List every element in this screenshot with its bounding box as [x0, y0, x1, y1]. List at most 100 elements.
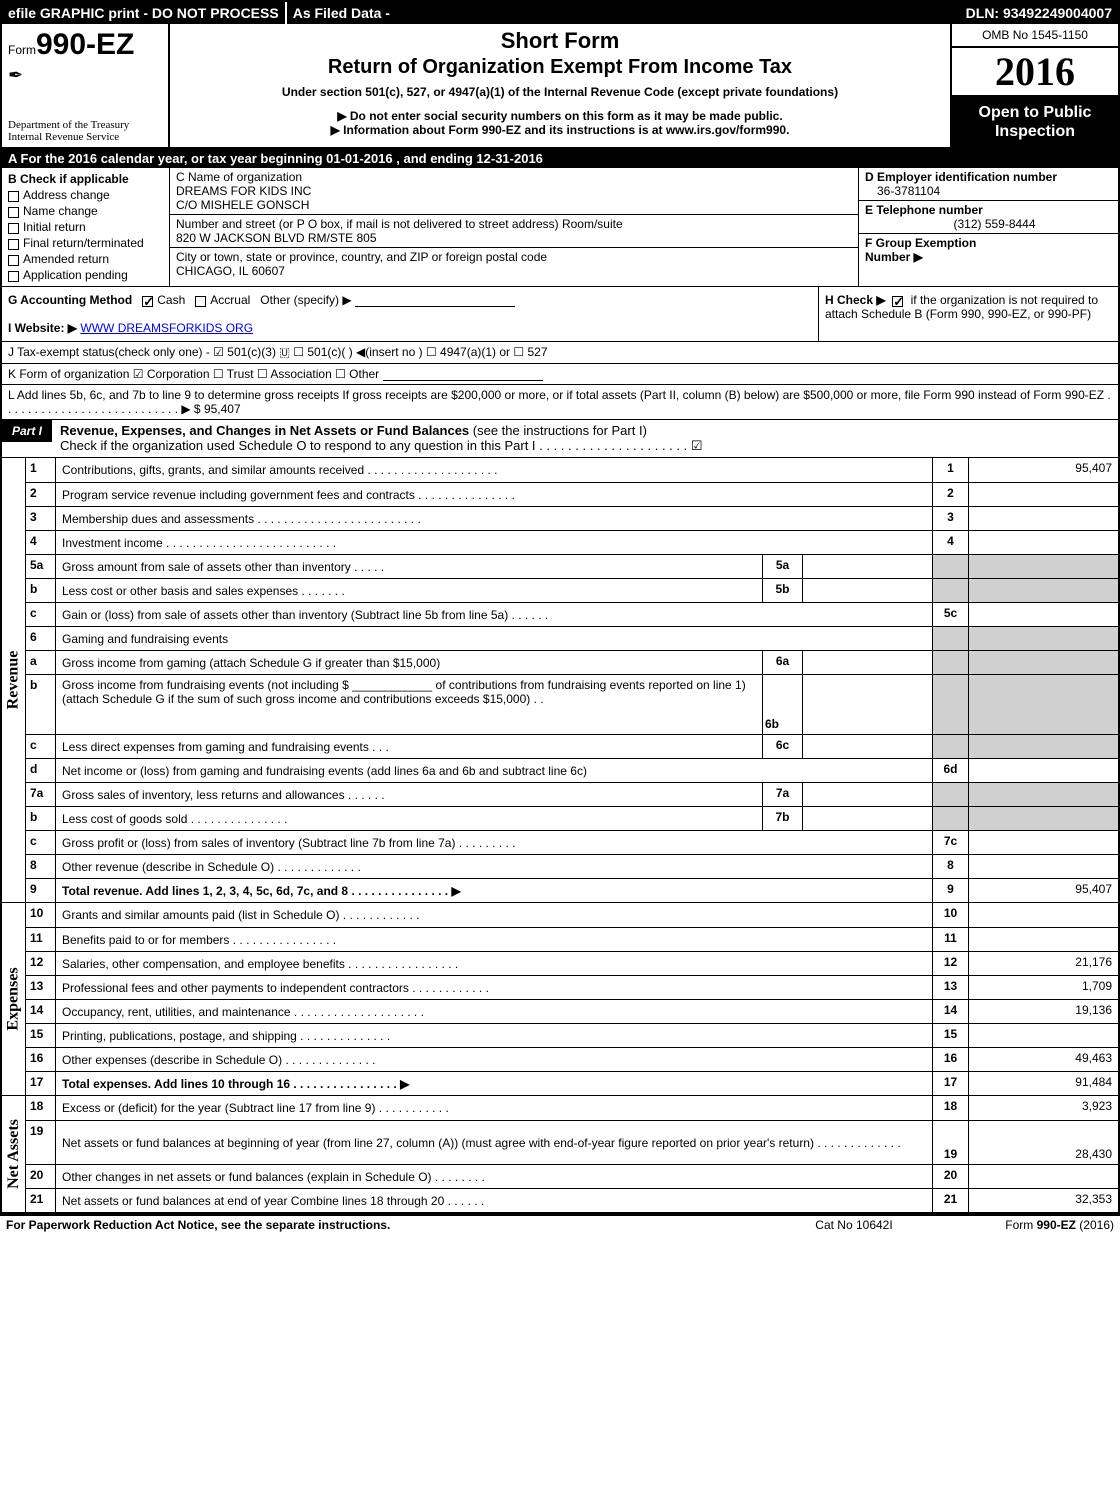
org-addr: 820 W JACKSON BLVD RM/STE 805: [176, 231, 852, 245]
line-17-value: 91,484: [968, 1072, 1118, 1095]
addr-label: Number and street (or P O box, if mail i…: [176, 217, 852, 231]
net-assets-section: Net Assets 18 Excess or (deficit) for th…: [2, 1096, 1118, 1214]
line-13-value: 1,709: [968, 976, 1118, 999]
dln-label: DLN: 93492249004007: [960, 5, 1118, 21]
section-b-header: B Check if applicable: [8, 172, 163, 186]
line-6a: a Gross income from gaming (attach Sched…: [26, 650, 1118, 674]
line-6: 6 Gaming and fundraising events: [26, 626, 1118, 650]
part-check-line: Check if the organization used Schedule …: [60, 438, 1110, 454]
line-9: 9 Total revenue. Add lines 1, 2, 3, 4, 5…: [26, 878, 1118, 902]
line-20: 20 Other changes in net assets or fund b…: [26, 1164, 1118, 1188]
revenue-section: Revenue 1 Contributions, gifts, grants, …: [2, 458, 1118, 903]
other-org-line[interactable]: [383, 367, 543, 381]
f-label: F Group Exemption Number ▶: [865, 236, 1112, 264]
line-7c-value: [968, 831, 1118, 854]
line-11: 11 Benefits paid to or for members . . .…: [26, 927, 1118, 951]
line-19-value: 28,430: [968, 1121, 1118, 1164]
line-6a-value: [802, 651, 932, 674]
line-7b: b Less cost of goods sold . . . . . . . …: [26, 806, 1118, 830]
website-link[interactable]: WWW DREAMSFORKIDS ORG: [80, 321, 253, 335]
checkbox-name-change[interactable]: [8, 207, 19, 218]
info-link[interactable]: ▶ Information about Form 990-EZ and its …: [178, 123, 942, 137]
top-bar: efile GRAPHIC print - DO NOT PROCESS As …: [2, 2, 1118, 24]
line-18: 18 Excess or (deficit) for the year (Sub…: [26, 1096, 1118, 1120]
line-18-value: 3,923: [968, 1096, 1118, 1120]
line-13: 13 Professional fees and other payments …: [26, 975, 1118, 999]
treasury-seal-icon: ✒: [8, 65, 162, 86]
line-16-value: 49,463: [968, 1048, 1118, 1071]
omb-number: OMB No 1545-1150: [952, 24, 1118, 48]
line-1-value: 95,407: [968, 458, 1118, 482]
g-label: G Accounting Method: [8, 293, 132, 307]
main-title: Return of Organization Exempt From Incom…: [178, 56, 942, 79]
org-city: CHICAGO, IL 60607: [176, 264, 852, 278]
line-10-value: [968, 903, 1118, 927]
e-label: E Telephone number: [865, 203, 1112, 217]
line-5a: 5a Gross amount from sale of assets othe…: [26, 554, 1118, 578]
line-6d: d Net income or (loss) from gaming and f…: [26, 758, 1118, 782]
header-right: OMB No 1545-1150 2016 Open to Public Ins…: [950, 24, 1118, 147]
line-5c-value: [968, 603, 1118, 626]
c-label: C Name of organization: [176, 170, 852, 184]
header-left: Form990-EZ ✒ Department of the Treasury …: [2, 24, 170, 147]
line-9-value: 95,407: [968, 879, 1118, 902]
line-5a-value: [802, 555, 932, 578]
cat-number: Cat No 10642I: [754, 1218, 954, 1232]
ein-value: 36-3781104: [877, 184, 1112, 198]
expenses-section: Expenses 10 Grants and similar amounts p…: [2, 903, 1118, 1096]
line-21: 21 Net assets or fund balances at end of…: [26, 1188, 1118, 1212]
line-3-value: [968, 507, 1118, 530]
other-specify-line[interactable]: [355, 293, 515, 307]
short-form-title: Short Form: [178, 28, 942, 54]
checkbox-schedule-b[interactable]: [892, 296, 903, 307]
line-5c: c Gain or (loss) from sale of assets oth…: [26, 602, 1118, 626]
line-4: 4 Investment income . . . . . . . . . . …: [26, 530, 1118, 554]
row-a: A For the 2016 calendar year, or tax yea…: [2, 149, 1118, 168]
line-19: 19 Net assets or fund balances at beginn…: [26, 1120, 1118, 1164]
line-6c: c Less direct expenses from gaming and f…: [26, 734, 1118, 758]
line-4-value: [968, 531, 1118, 554]
line-15-value: [968, 1024, 1118, 1047]
form-number: Form990-EZ: [8, 28, 162, 62]
line-6b: b Gross income from fundraising events (…: [26, 674, 1118, 734]
line-8-value: [968, 855, 1118, 878]
line-14-value: 19,136: [968, 1000, 1118, 1023]
line-20-value: [968, 1165, 1118, 1188]
i-label: I Website: ▶: [8, 321, 77, 335]
entity-block: B Check if applicable Address change Nam…: [2, 168, 1118, 287]
line-6c-value: [802, 735, 932, 758]
form-ref: Form 990-EZ (2016): [954, 1218, 1114, 1232]
line-21-value: 32,353: [968, 1189, 1118, 1212]
line-17: 17 Total expenses. Add lines 10 through …: [26, 1071, 1118, 1095]
checkbox-amended-return[interactable]: [8, 255, 19, 266]
line-6d-value: [968, 759, 1118, 782]
line-7c: c Gross profit or (loss) from sales of i…: [26, 830, 1118, 854]
checkbox-initial-return[interactable]: [8, 223, 19, 234]
line-14: 14 Occupancy, rent, utilities, and maint…: [26, 999, 1118, 1023]
city-label: City or town, state or province, country…: [176, 250, 852, 264]
check-if-applicable: B Check if applicable Address change Nam…: [2, 168, 170, 286]
org-name-address: C Name of organization DREAMS FOR KIDS I…: [170, 168, 858, 286]
checkbox-final-return[interactable]: [8, 239, 19, 250]
expenses-side-label: Expenses: [2, 903, 26, 1095]
under-section: Under section 501(c), 527, or 4947(a)(1)…: [178, 85, 942, 99]
paperwork-notice: For Paperwork Reduction Act Notice, see …: [6, 1218, 754, 1232]
row-l: L Add lines 5b, 6c, and 7b to line 9 to …: [2, 385, 1118, 420]
checkbox-accrual[interactable]: [195, 296, 206, 307]
do-not-enter: ▶ Do not enter social security numbers o…: [178, 109, 942, 123]
section-h: H Check ▶ if the organization is not req…: [818, 287, 1118, 341]
line-5b: b Less cost or other basis and sales exp…: [26, 578, 1118, 602]
part-1-header: Part I Revenue, Expenses, and Changes in…: [2, 420, 1118, 458]
part-tag: Part I: [2, 420, 52, 442]
checkbox-address-change[interactable]: [8, 191, 19, 202]
line-8: 8 Other revenue (describe in Schedule O)…: [26, 854, 1118, 878]
line-2-value: [968, 483, 1118, 506]
row-j: J Tax-exempt status(check only one) - ☑ …: [2, 342, 1118, 364]
inspection-label: Open to Public Inspection: [952, 97, 1118, 147]
department-label: Department of the Treasury Internal Reve…: [8, 119, 162, 143]
line-16: 16 Other expenses (describe in Schedule …: [26, 1047, 1118, 1071]
line-2: 2 Program service revenue including gove…: [26, 482, 1118, 506]
checkbox-application-pending[interactable]: [8, 271, 19, 282]
checkbox-cash[interactable]: [142, 296, 153, 307]
line-15: 15 Printing, publications, postage, and …: [26, 1023, 1118, 1047]
